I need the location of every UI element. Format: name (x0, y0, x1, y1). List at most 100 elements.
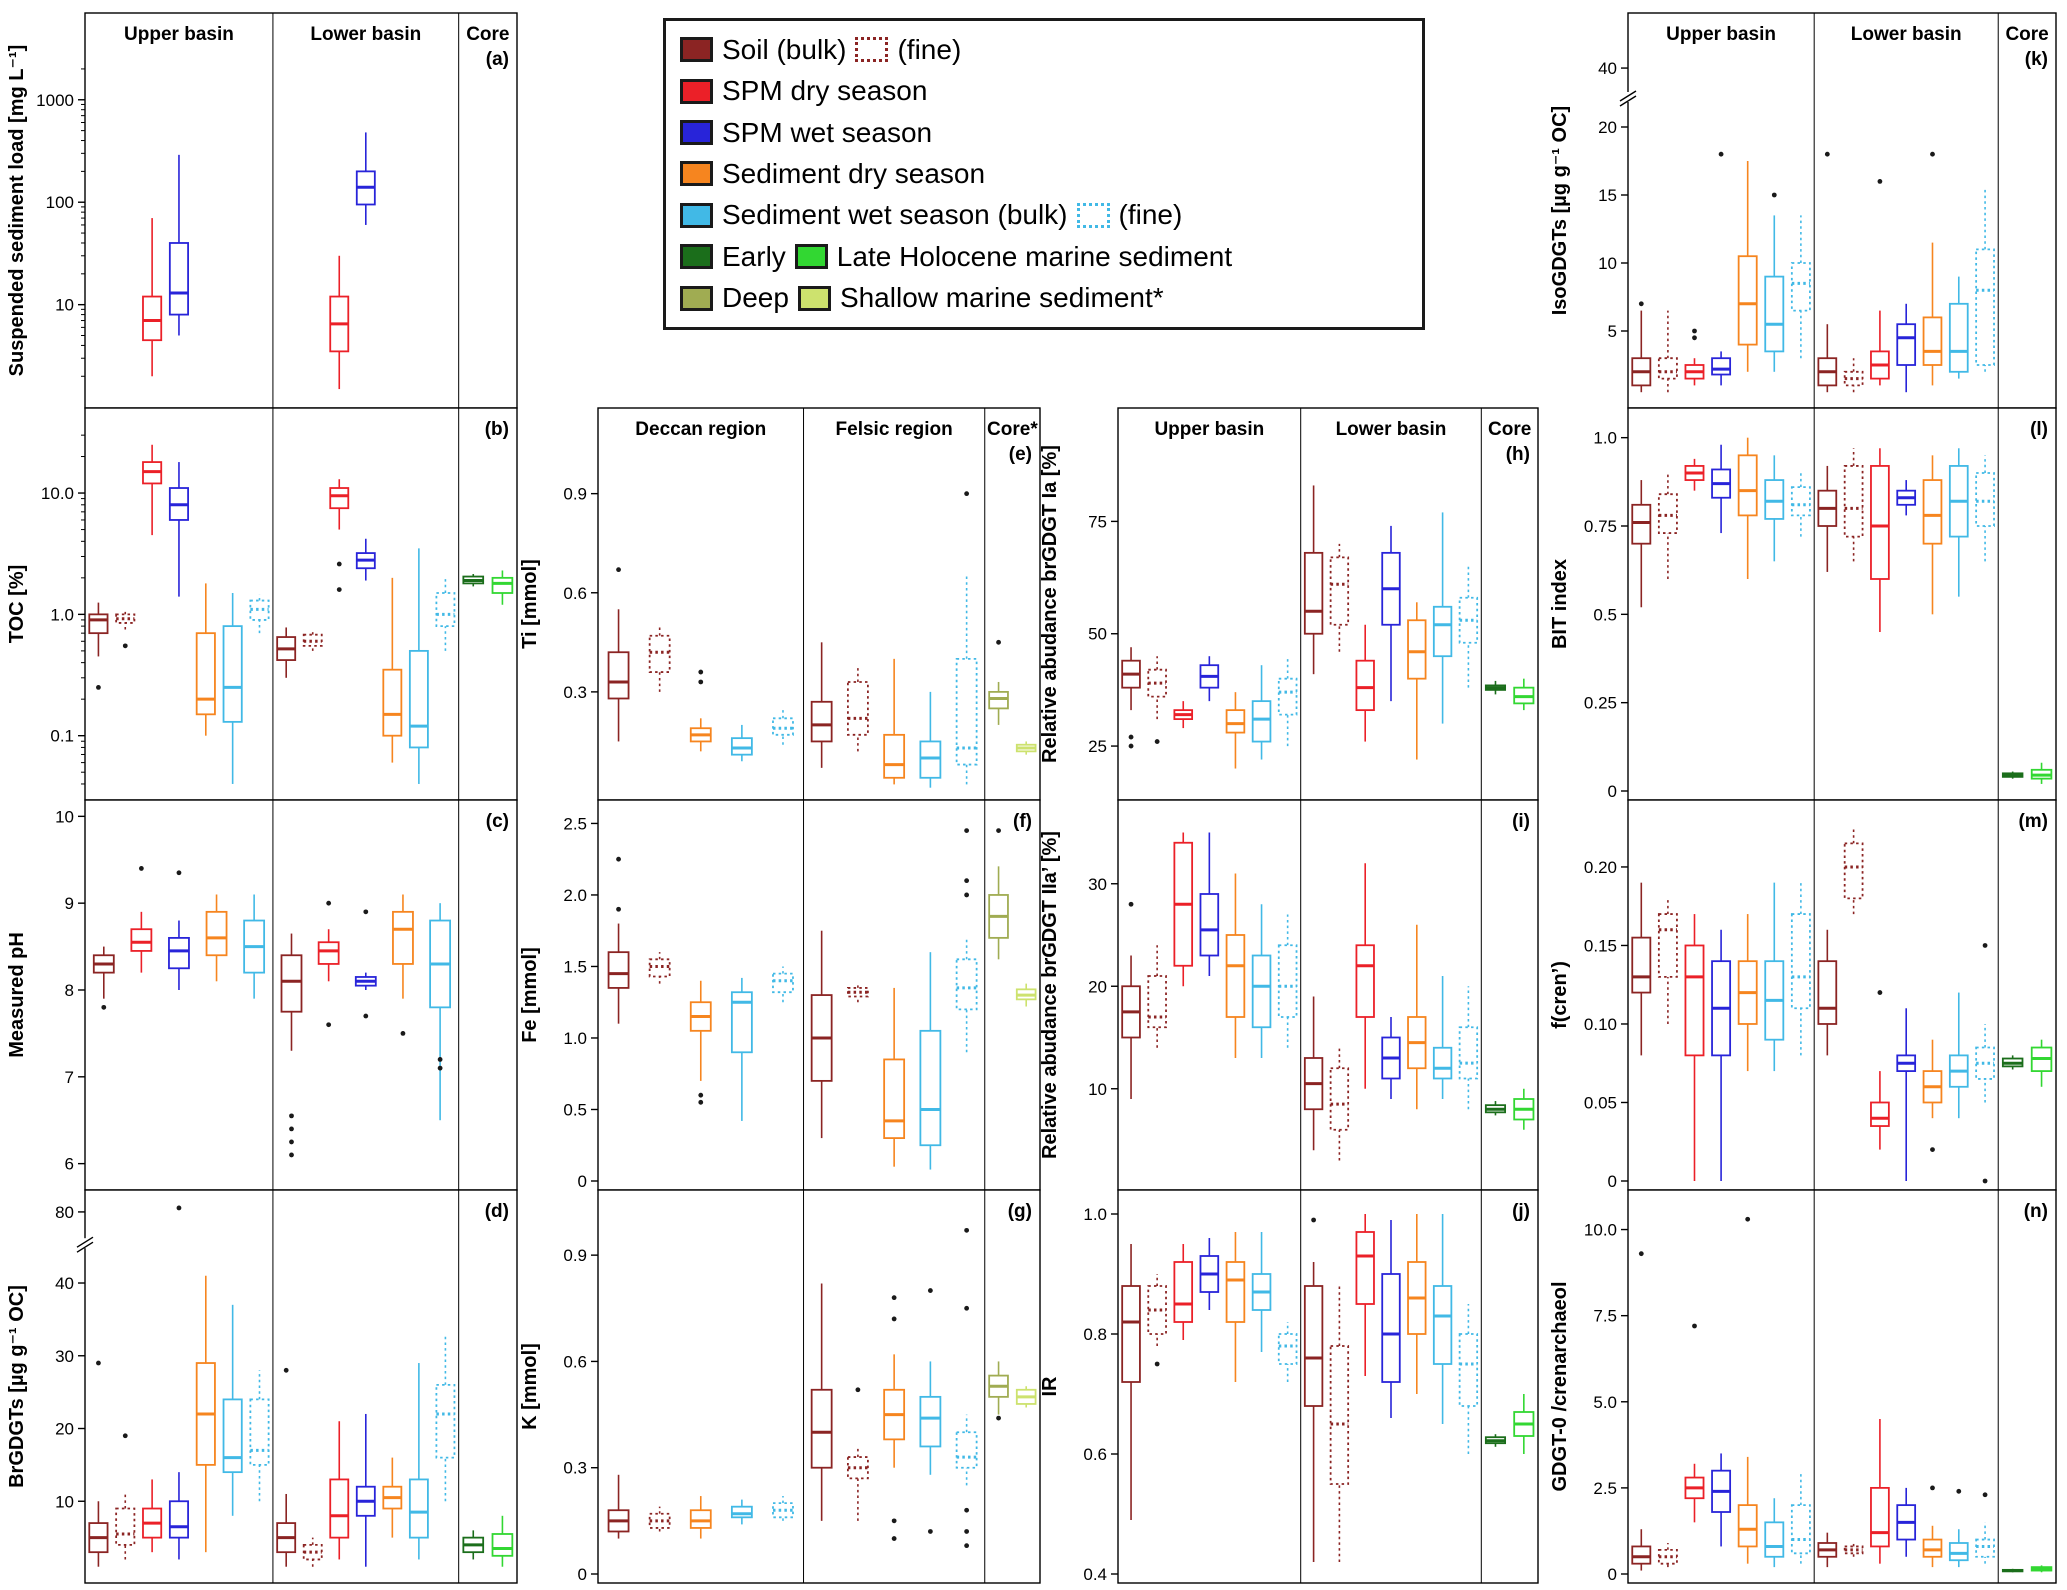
box-pw (168, 1500, 189, 1539)
box-pd (1173, 1261, 1194, 1323)
y-tick-label: 1000 (36, 91, 74, 110)
outlier-dot (964, 1543, 970, 1549)
y-tick-label: 0 (1608, 782, 1617, 801)
legend-label: Sediment wet season (bulk) (722, 199, 1068, 231)
box-dw (1764, 479, 1785, 520)
outlier-dot (1771, 192, 1777, 198)
box-sb (1631, 1545, 1652, 1565)
y-tick-label: 50 (1088, 625, 1107, 644)
outlier-dot (996, 1415, 1001, 1421)
outlier-dot (996, 639, 1001, 645)
panel-letter: (m) (2018, 811, 2048, 832)
box-df (1975, 248, 1995, 366)
box-dw (1764, 1521, 1785, 1558)
group-header: Upper basin (1154, 419, 1264, 440)
box-dd (392, 910, 414, 965)
panel-d: (d) BrGDGTs [µg g⁻¹ OC] 10 20 30 40 80 (6, 1189, 518, 1584)
outlier-dot (964, 1305, 970, 1311)
panel-letter: (d) (485, 1201, 509, 1222)
outlier-dot (289, 1152, 294, 1158)
panel-letter: (e) (1009, 444, 1032, 465)
panel-e: Deccan region Felsic region Core* (e) Ti [mm… (519, 407, 1041, 801)
outlier-dot (1930, 1147, 1935, 1152)
outlier-dot (616, 567, 621, 573)
y-axis-label: Relative abudance brGDGT Ia [%] (1039, 445, 1061, 763)
group-header: Felsic region (836, 419, 953, 440)
group-header: Deccan region (635, 419, 766, 440)
box-df (1277, 677, 1298, 716)
y-tick-label: 0.5 (1593, 605, 1617, 624)
y-tick-label: 5.0 (1593, 1393, 1617, 1412)
box-df (1975, 1538, 1995, 1558)
box-df (955, 1431, 978, 1469)
outlier-dot (1311, 1217, 1316, 1223)
outlier-dot (698, 1099, 704, 1105)
y-tick-label: 7 (65, 1068, 74, 1087)
outlier-dot (1930, 151, 1935, 157)
box-df (772, 972, 794, 994)
outlier-dot (1982, 1178, 1988, 1184)
y-axis-label: f(cren’) (1549, 961, 1571, 1029)
y-tick-label: 10 (1088, 1080, 1107, 1099)
group-header: Upper basin (1666, 24, 1776, 45)
box-lh (491, 576, 514, 594)
outlier-dot (1956, 1488, 1962, 1494)
outlier-dot (964, 892, 970, 898)
y-axis-label: IsoGDGTs [µg g⁻¹ OC] (1549, 106, 1571, 315)
box-df (772, 1502, 794, 1519)
box-sf (1843, 370, 1864, 387)
legend-row: Soil (bulk) (fine) (680, 34, 1408, 66)
panel-letter: (j) (1512, 1201, 1530, 1222)
outlier-dot (289, 1113, 294, 1119)
outlier-dot (964, 1227, 970, 1233)
box-dw (1432, 1046, 1453, 1080)
y-tick-label: 0.20 (1584, 858, 1617, 877)
box-dd (1737, 1504, 1758, 1548)
outlier-dot (964, 491, 970, 497)
axis-break-mark (1619, 90, 1637, 102)
y-tick-label: 0.4 (1083, 1565, 1107, 1584)
panel-letter: (a) (486, 49, 509, 70)
box-sf (1147, 975, 1167, 1029)
box-pw (168, 936, 190, 970)
panel-letter: (k) (2025, 49, 2048, 70)
y-tick-label: 0.75 (1584, 517, 1617, 536)
legend-label: Deep (722, 282, 789, 314)
panel-h: Upper basin Lower basin Core (h) Relative ab… (1039, 407, 1539, 801)
box-sf (1843, 842, 1864, 900)
y-axis-label: GDGT-0 /crenarchaeol (1549, 1281, 1571, 1491)
box-sf (648, 958, 671, 978)
box-df (1458, 1026, 1479, 1080)
outlier-dot (964, 828, 970, 833)
y-axis-label: Ti [mmol] (519, 559, 541, 649)
box-dd (1225, 1261, 1246, 1323)
panel-g: (g) K [mmol] 0 0.3 0.6 0.9 (519, 1189, 1041, 1584)
box-df (249, 599, 270, 621)
box-pd (1870, 465, 1890, 580)
panel-k: Upper basin Lower basin Core (k) IsoGDGTs [µ… (1549, 12, 2057, 409)
y-tick-label: 6 (65, 1155, 74, 1174)
outlier-dot (1128, 901, 1134, 907)
outlier-dot (891, 1536, 897, 1541)
legend-row: SPM dry season (680, 75, 1408, 107)
y-tick-label: 30 (55, 1347, 74, 1366)
axis-break-mark (1619, 95, 1637, 107)
box-pw (1381, 1273, 1401, 1383)
box-dw (919, 1029, 942, 1147)
box-pd (1870, 1486, 1890, 1548)
box-pd (1355, 944, 1375, 1018)
y-tick-label: 10.0 (1584, 1221, 1617, 1240)
box-sf (1329, 556, 1350, 626)
outlier-dot (1154, 739, 1160, 744)
panel-b: (b) TOC [%] 0.1 1.0 10.0 (6, 407, 518, 801)
box-pd (1870, 1101, 1890, 1127)
group-header: Core (1488, 419, 1531, 440)
box-sf (1843, 1545, 1864, 1555)
group-header: Upper basin (124, 24, 234, 45)
box-sb (607, 651, 630, 700)
box-df (955, 657, 978, 766)
panel-c: (c) Measured pH 6 7 8 9 10 (6, 799, 518, 1191)
y-tick-label: 1.5 (563, 957, 587, 976)
box-sb (1631, 503, 1652, 545)
